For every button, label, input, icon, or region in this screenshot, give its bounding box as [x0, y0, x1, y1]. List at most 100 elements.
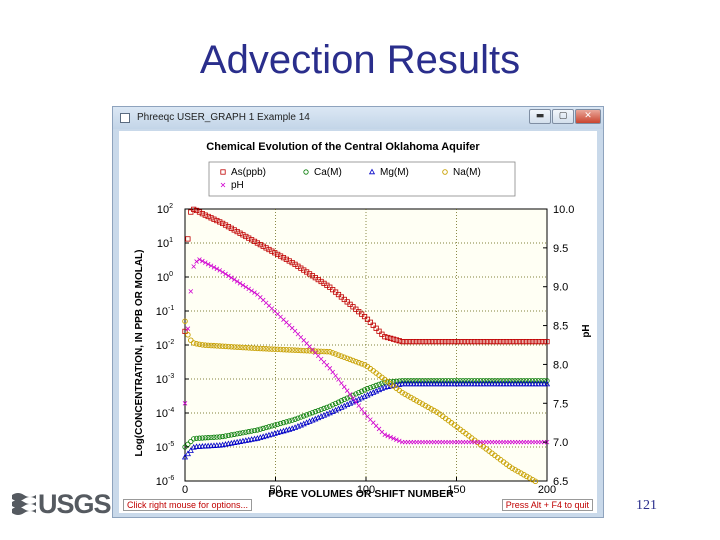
graph-window[interactable]: Phreeqc USER_GRAPH 1 Example 14 ▬ ▢ ✕ Ch… [112, 106, 604, 518]
data-point [474, 338, 481, 345]
close-button[interactable]: ✕ [575, 109, 601, 124]
data-point [500, 378, 507, 384]
usgs-wave-icon [12, 493, 36, 515]
data-point [200, 258, 205, 264]
data-point [526, 380, 533, 387]
data-point [544, 378, 550, 384]
data-point [222, 222, 229, 228]
data-point [338, 353, 345, 359]
y2-tick-label: 9.5 [553, 243, 568, 255]
data-point [480, 380, 487, 387]
data-point [494, 380, 501, 387]
data-point [394, 437, 399, 442]
data-point [243, 429, 249, 435]
data-point [430, 380, 438, 387]
data-point [327, 349, 333, 355]
data-point [350, 357, 356, 364]
data-point [359, 407, 364, 412]
legend-box [208, 161, 516, 197]
legend-label: Na(M) [453, 167, 481, 178]
data-point [306, 348, 313, 354]
data-point [251, 345, 258, 351]
data-point [301, 413, 307, 419]
data-point [498, 338, 504, 345]
chart-area[interactable]: Chemical Evolution of the Central Oklaho… [119, 131, 597, 513]
data-point [465, 380, 472, 387]
data-point [477, 380, 484, 387]
legend-label: Ca(M) [314, 167, 342, 178]
data-point [304, 412, 310, 418]
data-point [263, 424, 269, 431]
data-point [202, 260, 208, 265]
data-point [541, 378, 547, 384]
data-point [521, 338, 527, 345]
data-point [266, 424, 272, 430]
data-point [231, 431, 237, 437]
data-point [471, 338, 478, 345]
minimize-button[interactable]: ▬ [529, 109, 551, 124]
data-point [246, 429, 252, 435]
data-point [269, 423, 275, 429]
data-point [535, 380, 542, 387]
usgs-logo: USGS [12, 489, 112, 521]
data-point [396, 338, 402, 344]
data-point [405, 393, 411, 399]
legend: As(ppb) Ca(M) Mg(M) Na(M) pH [208, 161, 516, 197]
data-point [495, 378, 501, 384]
data-point [408, 378, 414, 384]
data-point [205, 213, 211, 220]
data-point [196, 435, 203, 441]
data-point [252, 290, 257, 295]
data-point [451, 338, 457, 345]
data-point [448, 338, 455, 345]
data-point [283, 256, 289, 262]
data-point [477, 378, 483, 384]
data-point [202, 342, 209, 348]
data-point [523, 473, 530, 480]
y2-tick-label: 10.0 [553, 204, 574, 216]
legend-marker [220, 169, 226, 175]
data-point [483, 380, 490, 387]
data-point [517, 380, 525, 387]
data-point [382, 334, 388, 340]
x-tick-label: 50 [269, 484, 281, 496]
data-point [324, 348, 330, 355]
data-point [197, 257, 202, 262]
data-point [347, 392, 353, 397]
data-point [396, 378, 402, 384]
window-titlebar[interactable]: Phreeqc USER_GRAPH 1 Example 14 ▬ ▢ ✕ [113, 107, 603, 129]
data-point [185, 441, 191, 447]
data-point [237, 230, 243, 236]
data-point [399, 338, 405, 345]
data-point [234, 344, 240, 350]
data-point [397, 438, 402, 444]
y-tick-label: 10-5 [156, 441, 175, 454]
data-point [223, 271, 228, 277]
plot-marks [181, 206, 551, 485]
y-tick-label: 10-2 [156, 339, 175, 352]
data-point [541, 338, 547, 345]
data-point [356, 389, 362, 396]
data-point [202, 212, 208, 218]
data-point [295, 347, 301, 354]
data-point [405, 378, 411, 384]
data-point [422, 402, 429, 409]
data-point [370, 322, 376, 328]
data-point [466, 378, 472, 384]
series-ph [182, 257, 550, 445]
y-tick-label: 100 [157, 271, 173, 284]
data-point [515, 468, 521, 475]
data-point [280, 255, 287, 261]
data-point [506, 380, 513, 387]
data-point [405, 338, 411, 345]
data-point [315, 348, 321, 355]
data-point [541, 380, 548, 387]
maximize-button[interactable]: ▢ [552, 109, 574, 124]
data-point [361, 313, 368, 320]
data-point [249, 288, 254, 294]
data-point [185, 332, 191, 338]
data-point [217, 219, 223, 225]
data-point [370, 383, 376, 390]
data-point [318, 406, 324, 413]
data-point [411, 396, 417, 402]
